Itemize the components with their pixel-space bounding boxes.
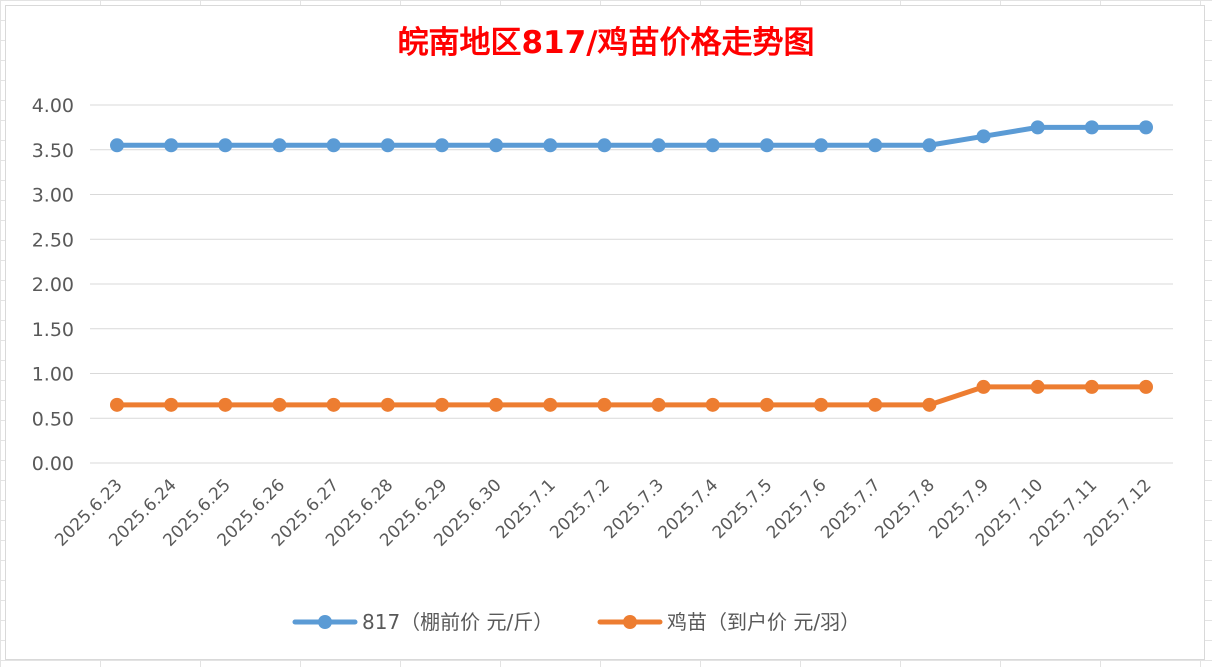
data-point[interactable] <box>164 138 179 153</box>
data-point[interactable] <box>272 138 287 153</box>
data-point[interactable] <box>759 397 774 412</box>
y-tick-label: 1.50 <box>32 319 74 341</box>
data-point[interactable] <box>814 397 829 412</box>
data-point[interactable] <box>380 397 395 412</box>
data-point[interactable] <box>705 138 720 153</box>
x-axis: 2025.6.232025.6.242025.6.252025.6.262025… <box>51 475 1155 550</box>
legend-label: 鸡苗（到户价 元/羽） <box>667 610 860 634</box>
chart-title: 皖南地区817/鸡苗价格走势图 <box>397 25 814 61</box>
data-point[interactable] <box>1084 120 1099 135</box>
data-point[interactable] <box>597 138 612 153</box>
data-point[interactable] <box>868 397 883 412</box>
grid-lines <box>90 104 1173 464</box>
data-point[interactable] <box>1139 379 1153 394</box>
series-layer <box>110 120 1153 412</box>
legend-marker <box>623 615 637 629</box>
data-point[interactable] <box>597 397 612 412</box>
data-point[interactable] <box>705 397 720 412</box>
data-point[interactable] <box>1030 379 1045 394</box>
data-point[interactable] <box>326 397 341 412</box>
y-tick-label: 0.50 <box>32 408 74 430</box>
data-point[interactable] <box>759 138 774 153</box>
data-point[interactable] <box>434 138 449 153</box>
legend-marker <box>318 615 332 629</box>
data-point[interactable] <box>651 397 666 412</box>
y-tick-label: 4.00 <box>32 95 74 117</box>
data-point[interactable] <box>543 138 558 153</box>
data-point[interactable] <box>326 138 341 153</box>
legend-item[interactable]: 鸡苗（到户价 元/羽） <box>597 610 860 634</box>
data-point[interactable] <box>1139 120 1153 135</box>
data-point[interactable] <box>1030 120 1045 135</box>
data-point[interactable] <box>1084 379 1099 394</box>
series-line <box>114 124 1149 148</box>
data-point[interactable] <box>218 397 233 412</box>
data-point[interactable] <box>976 129 991 144</box>
data-point[interactable] <box>110 397 124 412</box>
data-point[interactable] <box>272 397 287 412</box>
y-tick-label: 2.00 <box>32 274 74 296</box>
y-tick-label: 3.00 <box>32 185 74 207</box>
data-point[interactable] <box>434 397 449 412</box>
data-point[interactable] <box>651 138 666 153</box>
data-point[interactable] <box>164 397 179 412</box>
data-point[interactable] <box>922 138 937 153</box>
y-axis: 0.00 0.50 1.00 1.50 2.00 2.50 3.00 3.50 4.00 <box>32 95 74 475</box>
series-line <box>114 384 1149 408</box>
series-2 <box>110 379 1153 412</box>
legend-item[interactable]: 817（棚前价 元/斤） <box>292 610 553 634</box>
legend-label: 817（棚前价 元/斤） <box>362 610 553 634</box>
data-point[interactable] <box>543 397 558 412</box>
legend: 817（棚前价 元/斤） 鸡苗（到户价 元/羽） <box>292 610 860 634</box>
y-tick-label: 3.50 <box>32 140 74 162</box>
data-point[interactable] <box>976 379 991 394</box>
data-point[interactable] <box>814 138 829 153</box>
data-point[interactable] <box>380 138 395 153</box>
data-point[interactable] <box>489 138 504 153</box>
data-point[interactable] <box>922 397 937 412</box>
chart-area[interactable] <box>5 5 1205 660</box>
data-point[interactable] <box>218 138 233 153</box>
data-point[interactable] <box>868 138 883 153</box>
series-1 <box>110 120 1153 153</box>
data-point[interactable] <box>489 397 504 412</box>
y-tick-label: 1.00 <box>32 364 74 386</box>
y-tick-label: 0.00 <box>32 453 74 475</box>
data-point[interactable] <box>110 138 124 153</box>
y-tick-label: 2.50 <box>32 229 74 251</box>
